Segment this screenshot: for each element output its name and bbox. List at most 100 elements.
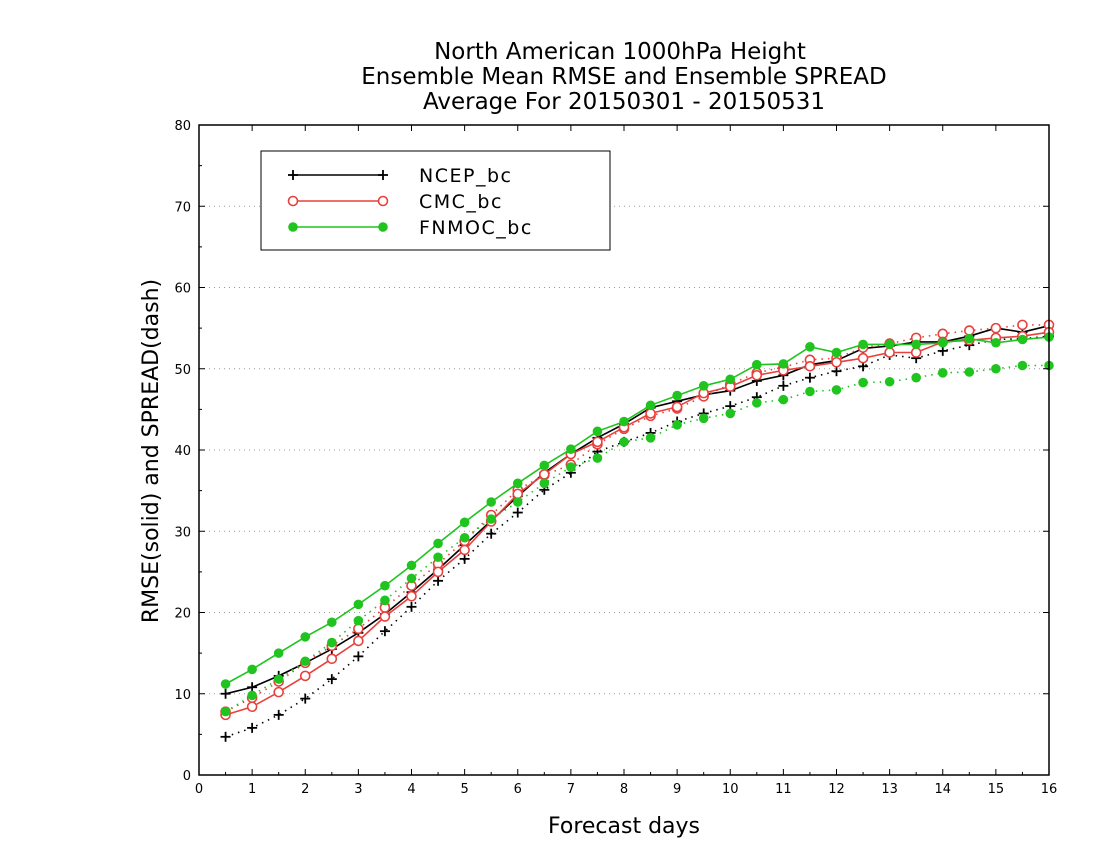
FNMOC_bc-rmse-line	[225, 336, 1050, 685]
FNMOC_bc-spread-point	[353, 615, 364, 626]
FNMOC_bc-spread-point	[433, 552, 443, 563]
FNMOC_bc-spread-point	[1017, 360, 1028, 371]
FNMOC_bc-rmse-point	[247, 664, 257, 675]
CMC_bc-rmse-point	[751, 369, 763, 381]
CMC_bc-rmse-point	[353, 635, 364, 647]
FNMOC_bc-rmse-point	[220, 679, 231, 689]
FNMOC_bc-spread-point	[884, 376, 895, 387]
FNMOC_bc-spread-point	[459, 532, 470, 543]
NCEP_bc-spread-point	[778, 380, 789, 391]
series-CMC_bc	[220, 319, 1055, 721]
FNMOC_bc-spread-point	[380, 595, 390, 606]
NCEP_bc-spread-point	[300, 693, 311, 704]
x-tick-label: 7	[567, 782, 575, 797]
FNMOC_bc-spread-point	[937, 368, 948, 378]
y-tick-label: 0	[183, 769, 191, 784]
y-tick-label: 30	[174, 525, 191, 540]
legend-marker-left	[287, 195, 299, 207]
FNMOC_bc-rmse-point	[300, 632, 311, 642]
FNMOC_bc-rmse-point	[884, 339, 895, 350]
FNMOC_bc-spread-point	[964, 367, 975, 377]
chart-title: North American 1000hPa Height Ensemble M…	[361, 39, 886, 115]
FNMOC_bc-spread-point	[831, 385, 842, 395]
FNMOC_bc-rmse-point	[539, 460, 550, 471]
x-tick-label: 2	[301, 782, 309, 797]
FNMOC_bc-spread-point	[698, 413, 709, 424]
FNMOC_bc-spread-point	[858, 377, 868, 388]
NCEP_bc-spread-line	[225, 335, 1050, 738]
FNMOC_bc-rmse-point	[911, 339, 921, 350]
FNMOC_bc-rmse-point	[645, 400, 656, 411]
NCEP_bc-spread-point	[326, 674, 337, 685]
FNMOC_bc-spread-point	[619, 437, 629, 447]
FNMOC_bc-spread-point	[512, 497, 523, 507]
FNMOC_bc-rmse-point	[566, 444, 576, 454]
y-tick-label: 20	[174, 607, 191, 622]
FNMOC_bc-rmse-point	[698, 381, 709, 391]
x-axis-label: Forecast days	[548, 814, 700, 839]
x-tick-label: 3	[354, 782, 362, 797]
FNMOC_bc-spread-point	[725, 408, 736, 419]
CMC_bc-rmse-point	[273, 686, 284, 698]
x-tick-label: 6	[514, 782, 522, 797]
CMC_bc-rmse-point	[884, 347, 895, 358]
NCEP_bc-spread-point	[486, 528, 497, 539]
NCEP_bc-rmse-line	[225, 324, 1050, 695]
legend-label: CMC_bc	[419, 191, 503, 213]
x-tick-label: 8	[620, 782, 628, 797]
CMC_bc-spread-point	[990, 322, 1002, 334]
legend: NCEP_bc CMC_bc FNMOC_bc	[260, 150, 611, 251]
x-tick-label: 14	[934, 782, 951, 797]
FNMOC_bc-spread-point	[406, 573, 417, 584]
NCEP_bc-spread-point	[512, 507, 523, 518]
CMC_bc-spread-point	[1017, 319, 1028, 331]
NCEP_bc-spread-point	[220, 731, 231, 742]
FNMOC_bc-rmse-point	[512, 478, 523, 489]
CMC_bc-spread-line	[225, 324, 1049, 713]
CMC_bc-rmse-point	[406, 590, 417, 602]
FNMOC_bc-rmse-point	[327, 617, 337, 628]
CMC_bc-rmse-point	[857, 352, 869, 364]
NCEP_bc-spread-point	[831, 366, 842, 377]
y-tick-label: 50	[174, 363, 191, 378]
CMC_bc-rmse-point	[645, 408, 656, 419]
FNMOC_bc-spread-point	[911, 372, 921, 383]
FNMOC_bc-rmse-point	[778, 359, 789, 369]
FNMOC_bc-spread-point	[805, 386, 815, 397]
x-tick-label: 16	[1041, 782, 1058, 797]
grid-lines	[199, 205, 1049, 695]
x-tick-label: 12	[828, 782, 845, 797]
FNMOC_bc-rmse-point	[752, 359, 762, 370]
CMC_bc-rmse-point	[326, 653, 338, 665]
chart-title-line-3: Average For 20150301 - 20150531	[423, 89, 825, 115]
CMC_bc-rmse-point	[459, 544, 470, 556]
x-tick-label: 10	[722, 782, 739, 797]
NCEP_bc-rmse-point	[220, 688, 231, 699]
legend-label: FNMOC_bc	[419, 217, 533, 239]
legend-marker-right	[377, 195, 389, 207]
FNMOC_bc-rmse-point	[273, 648, 284, 658]
FNMOC_bc-spread-point	[247, 690, 257, 701]
CMC_bc-rmse-point	[831, 356, 842, 368]
FNMOC_bc-spread-point	[752, 398, 762, 408]
NCEP_bc-spread-point	[459, 553, 470, 564]
x-tick-label: 4	[407, 782, 415, 797]
FNMOC_bc-spread-point	[592, 453, 603, 463]
chart-title-line-2: Ensemble Mean RMSE and Ensemble SPREAD	[361, 64, 886, 90]
FNMOC_bc-rmse-point	[858, 339, 868, 350]
y-tick-label: 80	[174, 119, 191, 134]
x-tick-label: 0	[195, 782, 203, 797]
CMC_bc-rmse-point	[592, 436, 603, 448]
CMC_bc-spread-point	[353, 623, 364, 635]
x-tick-label: 15	[988, 782, 1005, 797]
CMC_bc-rmse-point	[671, 401, 683, 413]
CMC_bc-rmse-point	[910, 347, 922, 358]
chart-title-line-1: North American 1000hPa Height	[434, 39, 806, 65]
FNMOC_bc-rmse-point	[353, 599, 364, 610]
FNMOC_bc-rmse-point	[406, 560, 417, 571]
CMC_bc-rmse-point	[539, 469, 550, 480]
FNMOC_bc-rmse-point	[592, 426, 603, 437]
FNMOC_bc-spread-point	[300, 656, 311, 667]
data-series	[220, 319, 1055, 742]
